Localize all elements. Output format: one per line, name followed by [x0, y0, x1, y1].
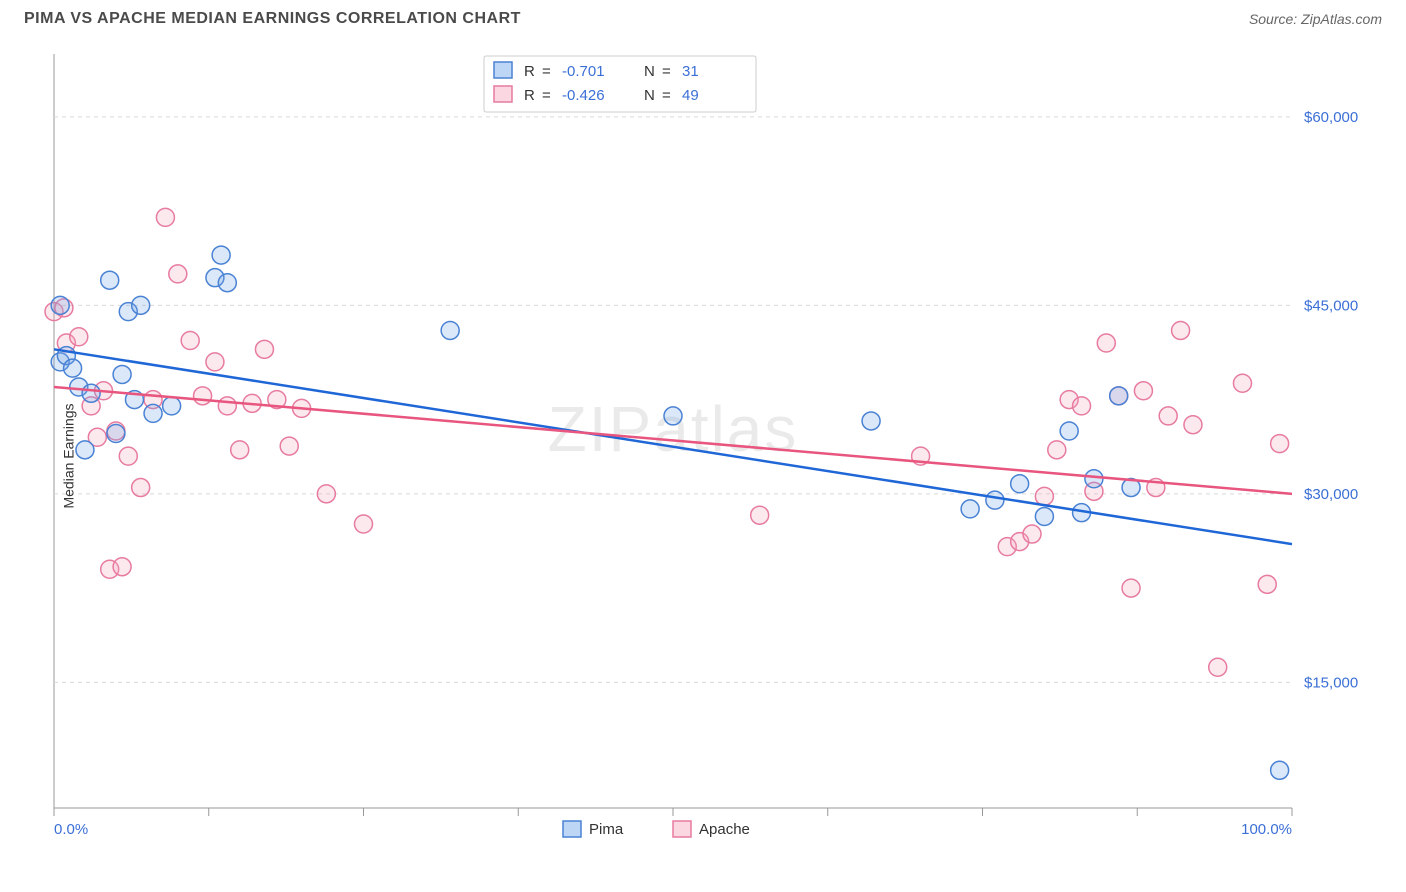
data-point — [1122, 579, 1140, 597]
data-point — [64, 359, 82, 377]
data-point — [255, 340, 273, 358]
data-point — [51, 296, 69, 314]
bottom-legend-label: Apache — [699, 821, 750, 838]
data-point — [1258, 575, 1276, 593]
data-point — [862, 412, 880, 430]
data-point — [1035, 507, 1053, 525]
legend-swatch — [494, 86, 512, 102]
data-point — [1023, 525, 1041, 543]
data-point — [280, 437, 298, 455]
data-point — [231, 441, 249, 459]
x-max-label: 100.0% — [1241, 821, 1292, 838]
data-point — [107, 425, 125, 443]
data-point — [1085, 470, 1103, 488]
y-tick-label: $15,000 — [1304, 674, 1358, 691]
data-point — [194, 387, 212, 405]
data-point — [163, 397, 181, 415]
chart-header: PIMA VS APACHE MEDIAN EARNINGS CORRELATI… — [0, 0, 1406, 36]
x-min-label: 0.0% — [54, 821, 88, 838]
data-point — [82, 384, 100, 402]
data-point — [1184, 416, 1202, 434]
data-point — [355, 515, 373, 533]
data-point — [144, 404, 162, 422]
legend-n-label: N — [644, 87, 655, 104]
data-point — [113, 558, 131, 576]
data-point — [961, 500, 979, 518]
legend-eq: = — [542, 87, 551, 104]
data-point — [169, 265, 187, 283]
y-tick-label: $60,000 — [1304, 109, 1358, 126]
legend-n-value: 49 — [682, 87, 699, 104]
bottom-legend-label: Pima — [589, 821, 624, 838]
data-point — [1048, 441, 1066, 459]
data-point — [1060, 422, 1078, 440]
data-point — [218, 397, 236, 415]
data-point — [1271, 435, 1289, 453]
chart-title: PIMA VS APACHE MEDIAN EARNINGS CORRELATI… — [24, 10, 521, 28]
legend-r-label: R — [524, 63, 535, 80]
data-point — [1233, 374, 1251, 392]
data-point — [132, 296, 150, 314]
data-point — [1271, 761, 1289, 779]
data-point — [132, 479, 150, 497]
data-point — [212, 246, 230, 264]
data-point — [1209, 658, 1227, 676]
legend-n-label: N — [644, 63, 655, 80]
data-point — [751, 506, 769, 524]
data-point — [70, 328, 88, 346]
legend-r-value: -0.701 — [562, 63, 605, 80]
legend-n-value: 31 — [682, 63, 699, 80]
watermark: ZIPatlas — [548, 393, 799, 465]
legend-eq: = — [662, 87, 671, 104]
legend-swatch — [494, 62, 512, 78]
data-point — [1097, 334, 1115, 352]
data-point — [986, 491, 1004, 509]
data-point — [101, 271, 119, 289]
bottom-legend-swatch — [673, 821, 691, 837]
data-point — [1159, 407, 1177, 425]
data-point — [317, 485, 335, 503]
scatter-chart: $15,000 $30,000 $45,000 $60,000 0.0% 100.0% ZI… — [24, 44, 1382, 868]
data-point — [1035, 487, 1053, 505]
legend-r-value: -0.426 — [562, 87, 605, 104]
legend-eq: = — [662, 63, 671, 80]
bottom-legend-swatch — [563, 821, 581, 837]
data-point — [113, 365, 131, 383]
data-point — [1073, 397, 1091, 415]
data-point — [664, 407, 682, 425]
chart-area: Median Earnings $15,000 $30,000 $45,000 $60… — [24, 44, 1382, 868]
legend-r-label: R — [524, 87, 535, 104]
data-point — [1172, 321, 1190, 339]
y-axis-label: Median Earnings — [61, 403, 77, 508]
y-tick-label: $30,000 — [1304, 486, 1358, 503]
data-point — [441, 321, 459, 339]
data-point — [119, 447, 137, 465]
data-point — [1134, 382, 1152, 400]
data-point — [1011, 475, 1029, 493]
data-point — [206, 353, 224, 371]
y-tick-label: $45,000 — [1304, 297, 1358, 314]
data-point — [156, 208, 174, 226]
legend-eq: = — [542, 63, 551, 80]
source-label: Source: ZipAtlas.com — [1249, 11, 1382, 27]
data-point — [218, 274, 236, 292]
data-point — [1110, 387, 1128, 405]
data-point — [76, 441, 94, 459]
data-point — [181, 332, 199, 350]
